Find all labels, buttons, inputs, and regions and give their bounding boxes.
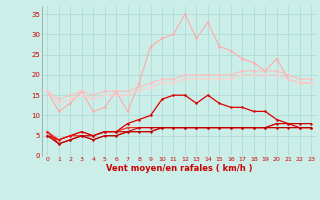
X-axis label: Vent moyen/en rafales ( km/h ): Vent moyen/en rafales ( km/h ) — [106, 164, 252, 173]
